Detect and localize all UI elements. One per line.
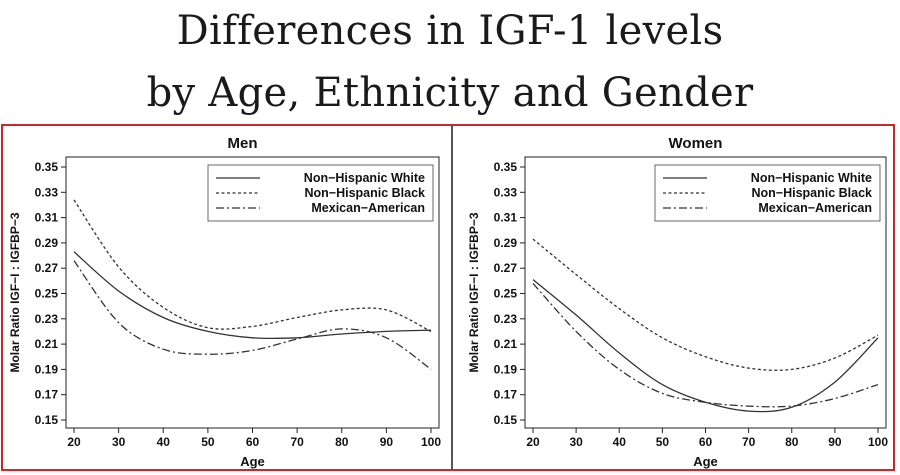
y-tick-label: 0.19 xyxy=(35,362,59,376)
y-tick-label: 0.19 xyxy=(494,362,518,376)
legend-label-3: Mexican−American xyxy=(311,201,425,215)
y-axis-label: Molar Ratio IGF−I : IGFBP−3 xyxy=(467,212,481,372)
y-tick-label: 0.31 xyxy=(494,211,518,225)
y-tick-label: 0.31 xyxy=(35,211,59,225)
chart-title: Men xyxy=(228,135,258,152)
x-tick-label: 100 xyxy=(421,435,441,449)
y-tick-label: 0.29 xyxy=(494,236,518,250)
y-tick-label: 0.35 xyxy=(494,160,518,174)
x-tick-label: 20 xyxy=(526,435,540,449)
series-line-2 xyxy=(532,238,879,371)
y-tick-label: 0.15 xyxy=(494,413,518,427)
series-line-3 xyxy=(532,282,879,408)
legend-label-3: Mexican−American xyxy=(758,201,872,215)
x-tick-label: 50 xyxy=(656,435,670,449)
y-tick-label: 0.27 xyxy=(35,261,59,275)
y-tick-label: 0.23 xyxy=(35,312,59,326)
y-tick-label: 0.17 xyxy=(35,388,59,402)
x-tick-label: 100 xyxy=(868,435,888,449)
men-chart: Men 0.15 0.17 0.19 0.21 0.23 0.25 0.27 0.29 0.31 0… xyxy=(8,135,441,469)
y-tick-label: 0.23 xyxy=(494,312,518,326)
x-tick-label: 20 xyxy=(67,435,81,449)
x-tick-label: 50 xyxy=(201,435,215,449)
panel-divider xyxy=(451,126,453,469)
page-title-line-2: by Age, Ethnicity and Gender xyxy=(146,70,754,116)
x-tick-label: 90 xyxy=(380,435,394,449)
y-tick-label: 0.29 xyxy=(35,236,59,250)
legend-label-2: Non−Hispanic Black xyxy=(304,186,425,200)
x-tick-label: 60 xyxy=(246,435,260,449)
x-tick-label: 70 xyxy=(742,435,756,449)
x-tick-label: 90 xyxy=(828,435,842,449)
x-tick-label: 60 xyxy=(699,435,713,449)
legend-label-2: Non−Hispanic Black xyxy=(751,186,872,200)
legend-label-1: Non−Hispanic White xyxy=(304,171,425,185)
x-tick-label: 80 xyxy=(785,435,799,449)
x-tick-label: 40 xyxy=(613,435,627,449)
series-line-1 xyxy=(532,279,879,413)
y-axis-label: Molar Ratio IGF−I : IGFBP−3 xyxy=(8,212,22,372)
y-tick-label: 0.25 xyxy=(35,287,59,301)
y-tick-label: 0.33 xyxy=(494,185,518,199)
women-chart: Women 0.15 0.17 0.19 0.21 0.23 0.25 0.27 0.29 0.3… xyxy=(467,135,888,469)
y-tick-label: 0.17 xyxy=(494,388,518,402)
x-tick-label: 30 xyxy=(569,435,583,449)
series-line-1 xyxy=(73,251,432,340)
y-tick-label: 0.21 xyxy=(35,337,59,351)
page-title-line-1: Differences in IGF-1 levels xyxy=(176,8,724,54)
chart-title: Women xyxy=(669,135,723,152)
x-tick-label: 40 xyxy=(157,435,171,449)
x-tick-label: 70 xyxy=(290,435,304,449)
x-axis-label: Age xyxy=(693,454,718,469)
y-tick-label: 0.15 xyxy=(35,413,59,427)
y-tick-label: 0.33 xyxy=(35,185,59,199)
y-tick-label: 0.21 xyxy=(494,337,518,351)
y-tick-label: 0.27 xyxy=(494,261,518,275)
y-tick-label: 0.35 xyxy=(35,160,59,174)
x-tick-label: 30 xyxy=(112,435,126,449)
x-axis-label: Age xyxy=(240,454,265,469)
y-tick-label: 0.25 xyxy=(494,287,518,301)
x-tick-label: 80 xyxy=(335,435,349,449)
series-line-3 xyxy=(73,260,432,370)
legend-label-1: Non−Hispanic White xyxy=(751,171,872,185)
